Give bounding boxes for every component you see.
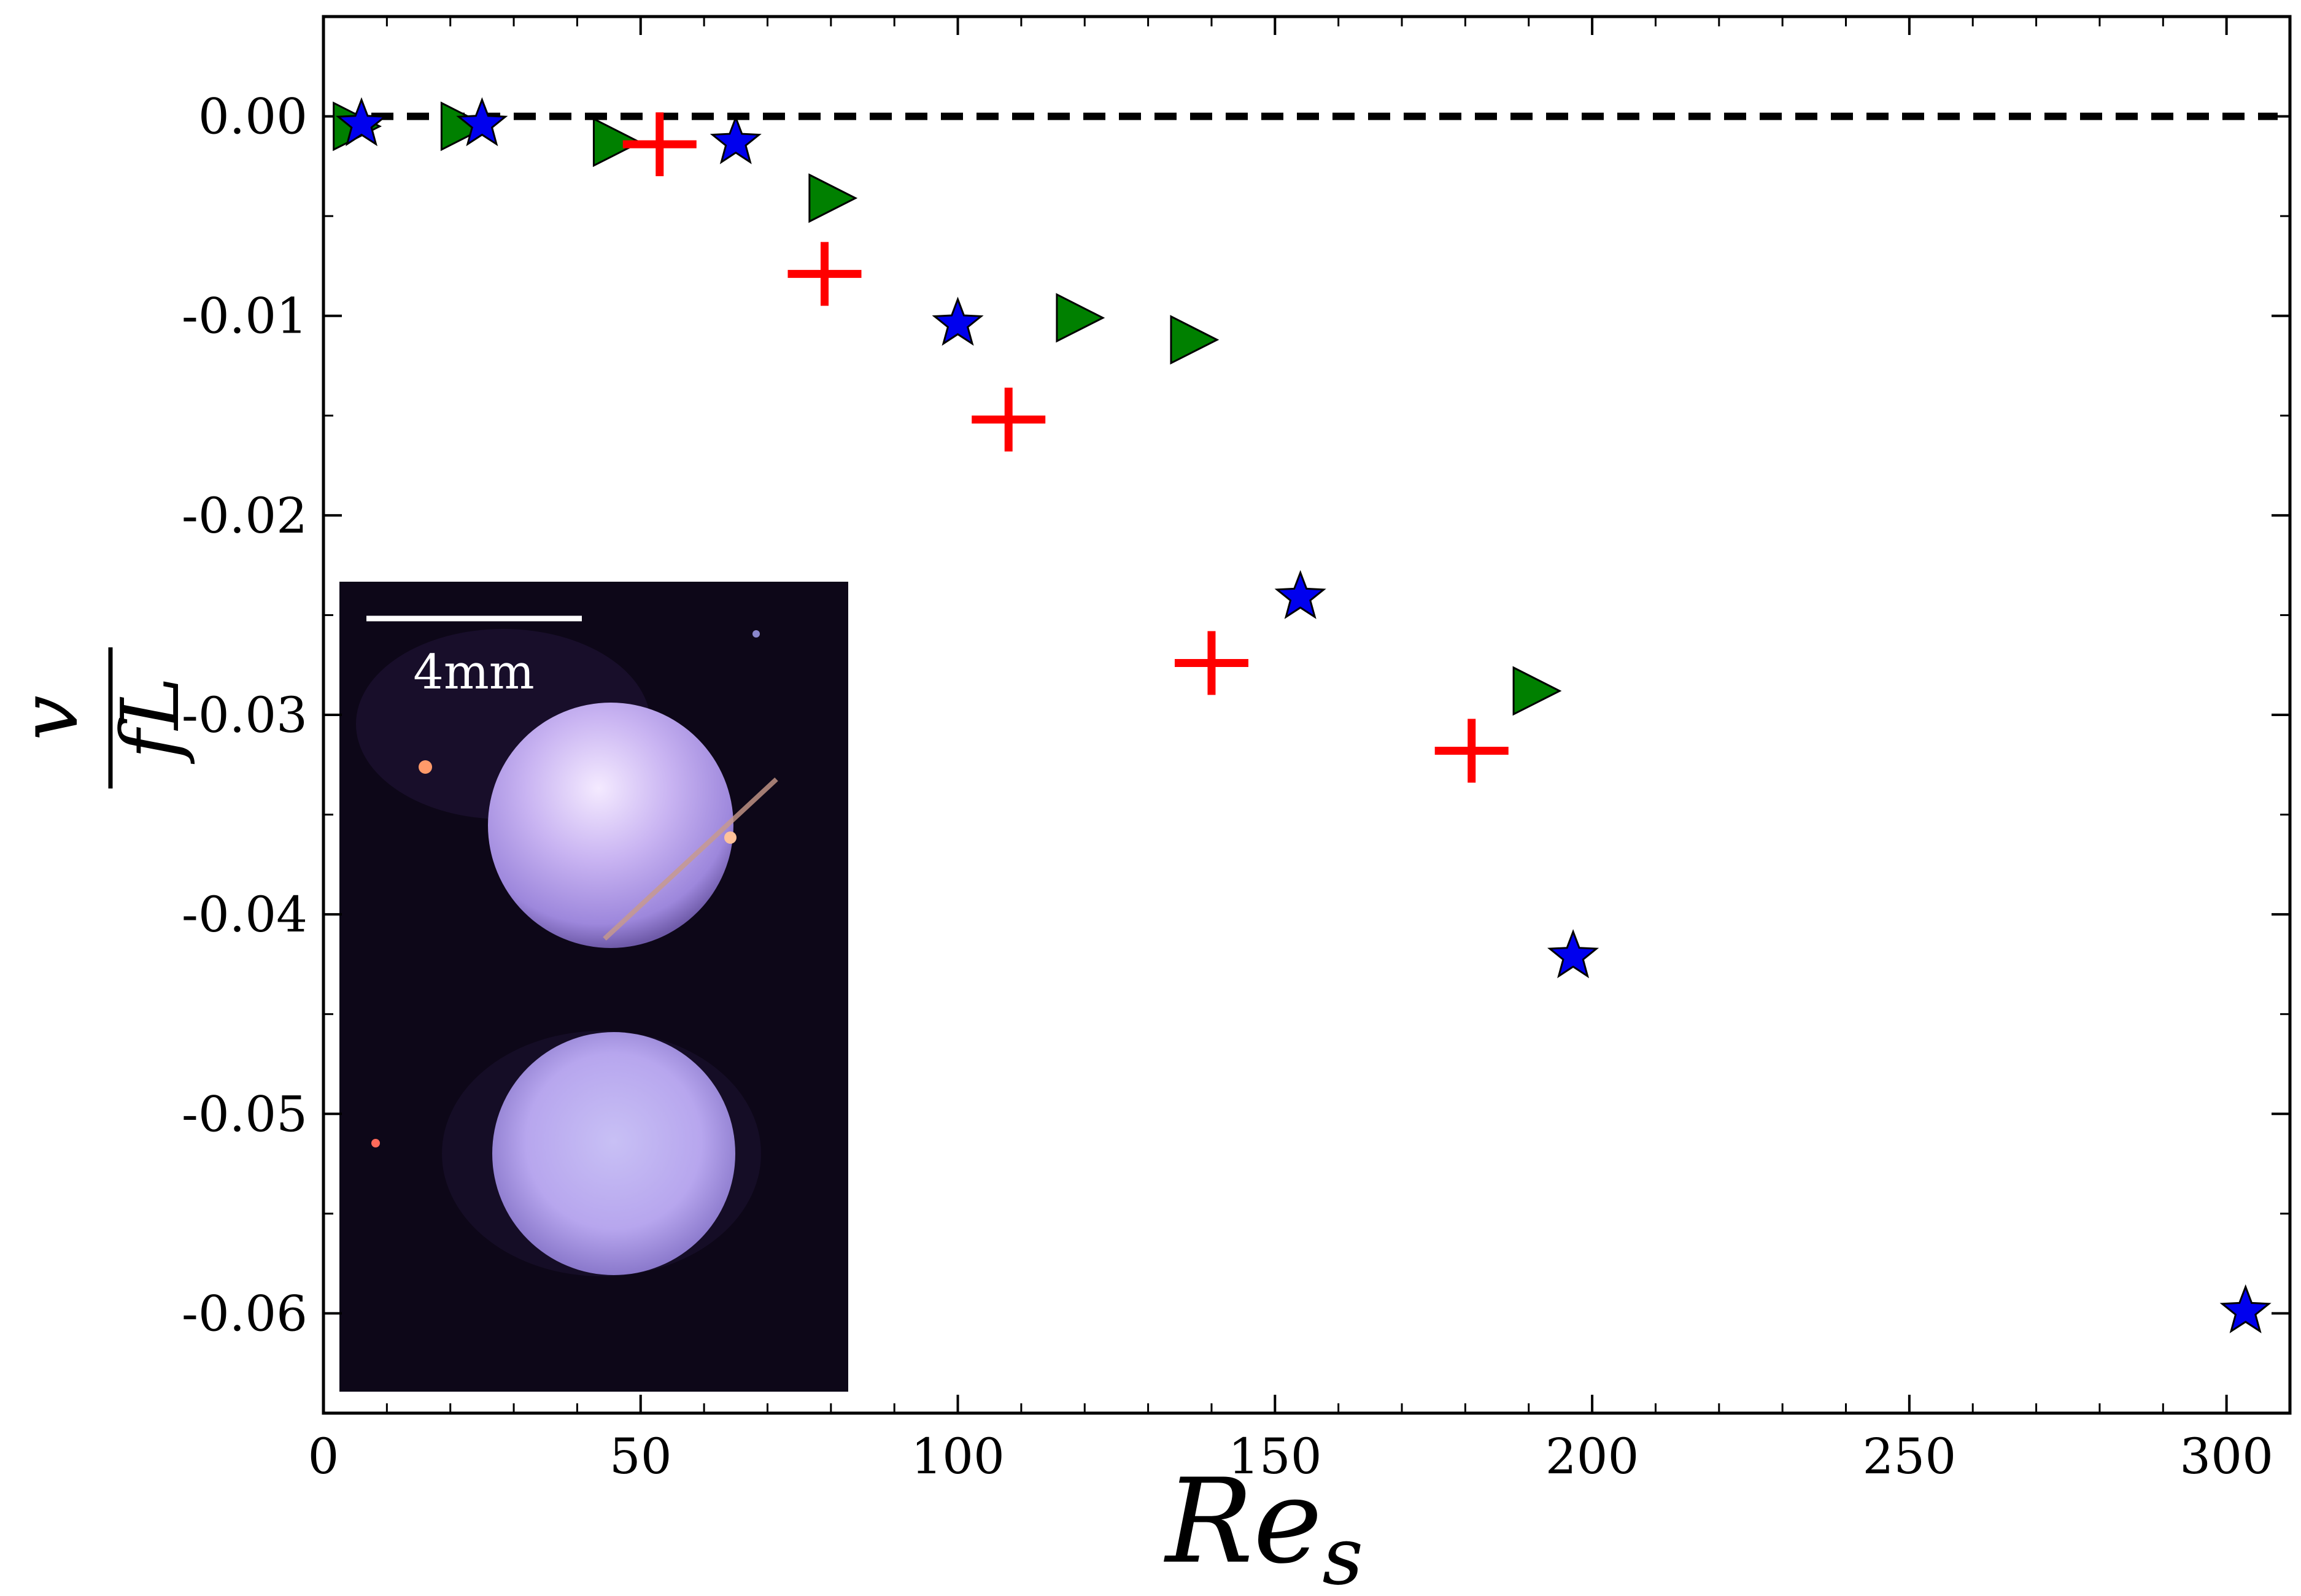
star-marker <box>932 296 984 346</box>
plus-marker <box>1174 631 1248 695</box>
y-axis-title-denominator: fL <box>104 677 197 764</box>
star-marker <box>1274 569 1326 619</box>
y-tick-label: -0.03 <box>182 687 307 744</box>
scale-bar-label: 4mm <box>413 645 535 700</box>
plus-marker <box>1434 719 1509 783</box>
triangle-marker <box>808 173 858 223</box>
plus-marker <box>787 242 862 306</box>
x-tick-label: 50 <box>609 1428 672 1485</box>
y-tick-label: -0.01 <box>182 288 307 345</box>
triangle-marker <box>592 117 642 168</box>
data-markers <box>333 97 2272 1333</box>
star-marker <box>456 97 508 147</box>
x-tick-label: 250 <box>1863 1428 1957 1485</box>
triangle-marker <box>1512 666 1562 716</box>
star-marker <box>1547 929 1599 979</box>
y-tick-label: -0.02 <box>182 487 307 544</box>
x-tick-label: 0 <box>308 1428 339 1485</box>
triangle-marker <box>1170 315 1220 365</box>
triangle-marker <box>1056 293 1105 343</box>
y-tick-label: 0.00 <box>198 88 307 145</box>
y-axis-title: v fL <box>2 647 197 788</box>
x-tick-label: 150 <box>1228 1428 1322 1485</box>
sphere-top <box>488 703 733 948</box>
star-marker <box>2219 1284 2272 1333</box>
plus-marker <box>972 387 1046 452</box>
axis-ticks <box>322 15 2290 1414</box>
y-tick-label: -0.04 <box>182 886 307 943</box>
y-tick-label: -0.05 <box>182 1085 307 1143</box>
y-axis-title-numerator: v <box>2 695 96 740</box>
plus-marker <box>622 112 697 177</box>
x-axis-title: Res <box>1164 1454 1363 1596</box>
inset-photo: 4mm <box>339 582 848 1392</box>
sphere-bottom <box>492 1032 735 1275</box>
star-marker <box>335 97 388 147</box>
y-tick-label: -0.06 <box>182 1285 307 1342</box>
axis-tick-labels: 0 50 100 150 200 250 300 0.00 -0.01 -0.02 -0.03 -0.… <box>182 88 2273 1485</box>
star-marker <box>710 115 762 164</box>
triangle-marker <box>440 101 490 152</box>
x-tick-label: 200 <box>1545 1428 1639 1485</box>
x-tick-label: 300 <box>2179 1428 2273 1485</box>
x-tick-label: 100 <box>911 1428 1005 1485</box>
